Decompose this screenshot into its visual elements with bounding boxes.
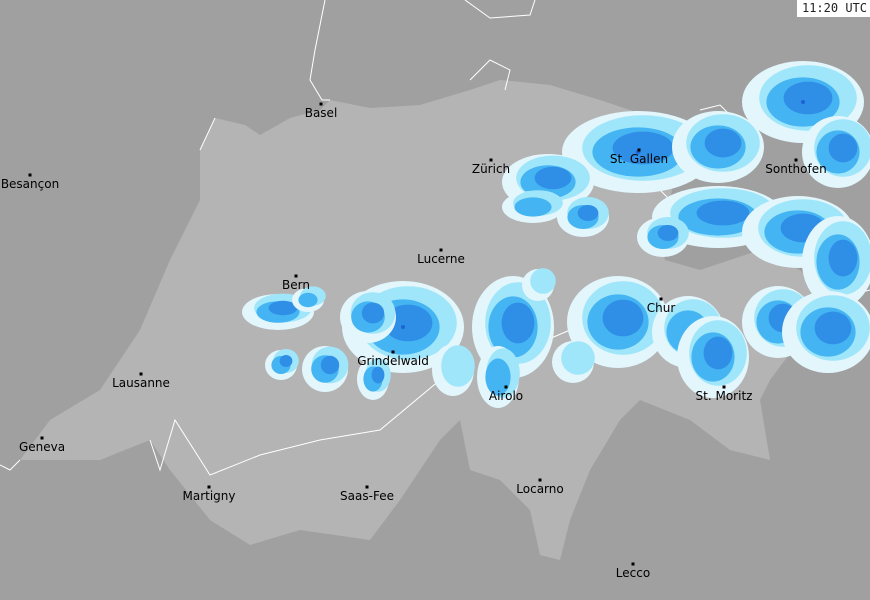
city-marker: [207, 485, 211, 489]
radar-echo-level-3: [703, 336, 733, 370]
radar-echo-level-3: [501, 302, 535, 344]
radar-echo-level-1: [530, 268, 556, 294]
radar-echo-level-3: [534, 166, 572, 190]
city-label: Besançon: [0, 177, 60, 191]
city-marker: [319, 102, 323, 106]
city-label: Sonthofen: [765, 162, 827, 176]
city-label: Lucerne: [417, 252, 465, 266]
city-label: St. Moritz: [695, 389, 753, 403]
city-label: Airolo: [488, 389, 524, 403]
radar-echo-level-3: [602, 299, 644, 337]
radar-echo-level-3: [704, 128, 742, 158]
city-marker: [391, 350, 395, 354]
city-marker: [794, 158, 798, 162]
timestamp: 11:20 UTC: [796, 0, 870, 17]
radar-echo-level-2: [298, 292, 318, 308]
city-label: Martigny: [182, 489, 236, 503]
radar-echo-level-3: [657, 225, 679, 241]
radar-echo-level-3: [320, 355, 340, 375]
city-label: Lecco: [615, 566, 651, 580]
city-marker: [637, 148, 641, 152]
city-marker: [631, 562, 635, 566]
city-label: Bern: [282, 278, 310, 292]
radar-echoes: [242, 61, 870, 408]
radar-echo-level-4: [401, 325, 405, 329]
city-label: Chur: [646, 301, 676, 315]
city-marker: [722, 385, 726, 389]
city-marker: [489, 158, 493, 162]
radar-echo-level-3: [828, 239, 858, 277]
radar-echo-level-3: [696, 200, 750, 226]
city-marker: [294, 274, 298, 278]
city-label: Lausanne: [112, 376, 170, 390]
city-marker: [365, 485, 369, 489]
radar-echo-level-1: [441, 345, 475, 387]
city-label: Geneva: [18, 440, 66, 454]
radar-echo-level-3: [361, 302, 385, 324]
city-marker: [28, 173, 32, 177]
radar-echo-level-2: [514, 197, 552, 217]
city-marker: [40, 436, 44, 440]
radar-echo-level-3: [279, 355, 293, 367]
city-label: Saas-Fee: [340, 489, 394, 503]
radar-echo-level-3: [268, 300, 298, 316]
city-marker: [139, 372, 143, 376]
radar-echo-level-3: [612, 131, 674, 165]
radar-echo-level-2: [485, 358, 511, 396]
radar-echo-level-1: [561, 341, 595, 375]
city-marker: [504, 385, 508, 389]
radar-echo-level-4: [801, 100, 805, 104]
radar-echo-level-3: [783, 81, 833, 115]
city-label: Locarno: [516, 482, 564, 496]
city-label: Zürich: [471, 162, 511, 176]
radar-echo-level-3: [383, 304, 433, 342]
radar-echo-level-3: [371, 366, 385, 384]
city-marker: [659, 297, 663, 301]
city-marker: [538, 478, 542, 482]
city-marker: [439, 248, 443, 252]
radar-echo-level-3: [814, 311, 852, 345]
city-label: Basel: [304, 106, 338, 120]
city-label: Grindelwald: [357, 354, 429, 368]
city-label: St. Gallen: [609, 152, 669, 166]
radar-echo-level-3: [828, 133, 858, 163]
radar-echo-level-3: [577, 205, 599, 221]
